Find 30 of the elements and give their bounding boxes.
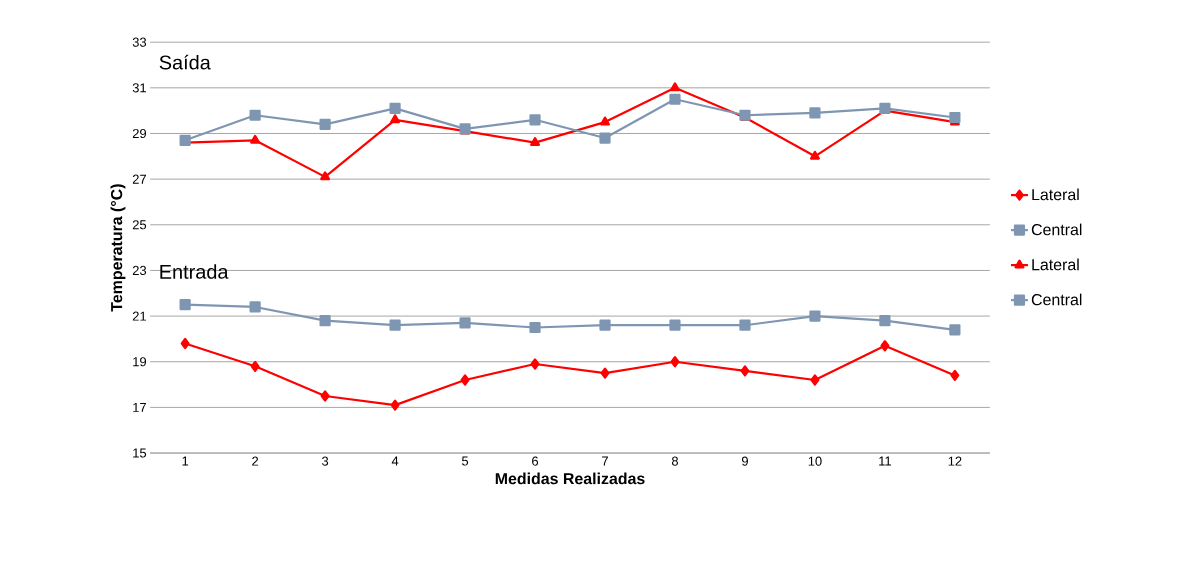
x-tick-label: 5 [461, 456, 469, 466]
y-tick-label: 21 [132, 311, 147, 321]
y-tick-label: 33 [132, 37, 147, 47]
x-tick-label: 9 [741, 456, 748, 466]
legend-label: Central [1031, 293, 1082, 306]
y-tick-label: 17 [133, 402, 146, 412]
y-tick-label: 15 [133, 448, 147, 458]
x-tick-label: 8 [671, 456, 679, 466]
x-tick-label: 7 [602, 456, 608, 466]
y-tick-label: 19 [133, 357, 147, 367]
y-tick-label: 27 [132, 174, 146, 184]
x-tick-label: 6 [532, 456, 539, 466]
x-tick-label: 12 [948, 456, 962, 466]
x-tick-label: 11 [879, 456, 892, 466]
x-axis-title: Medidas Realizadas [495, 472, 645, 485]
x-tick-label: 4 [391, 456, 399, 466]
legend-label: Central [1031, 223, 1082, 236]
y-tick-label: 29 [132, 128, 147, 138]
annotation: Entrada [160, 264, 229, 279]
y-tick-label: 23 [132, 265, 147, 275]
x-tick-label: 2 [252, 456, 259, 466]
x-tick-label: 3 [322, 456, 329, 466]
y-tick-label: 31 [132, 83, 147, 93]
y-tick-label: 25 [132, 220, 147, 230]
x-tick-label: 1 [182, 456, 189, 466]
x-tick-label: 10 [808, 456, 822, 466]
legend-label: Lateral [1032, 258, 1079, 271]
y-axis-title: Temperatura (°C) [110, 184, 126, 312]
legend-label: Lateral [1032, 188, 1079, 201]
annotation: Saída [159, 54, 211, 70]
